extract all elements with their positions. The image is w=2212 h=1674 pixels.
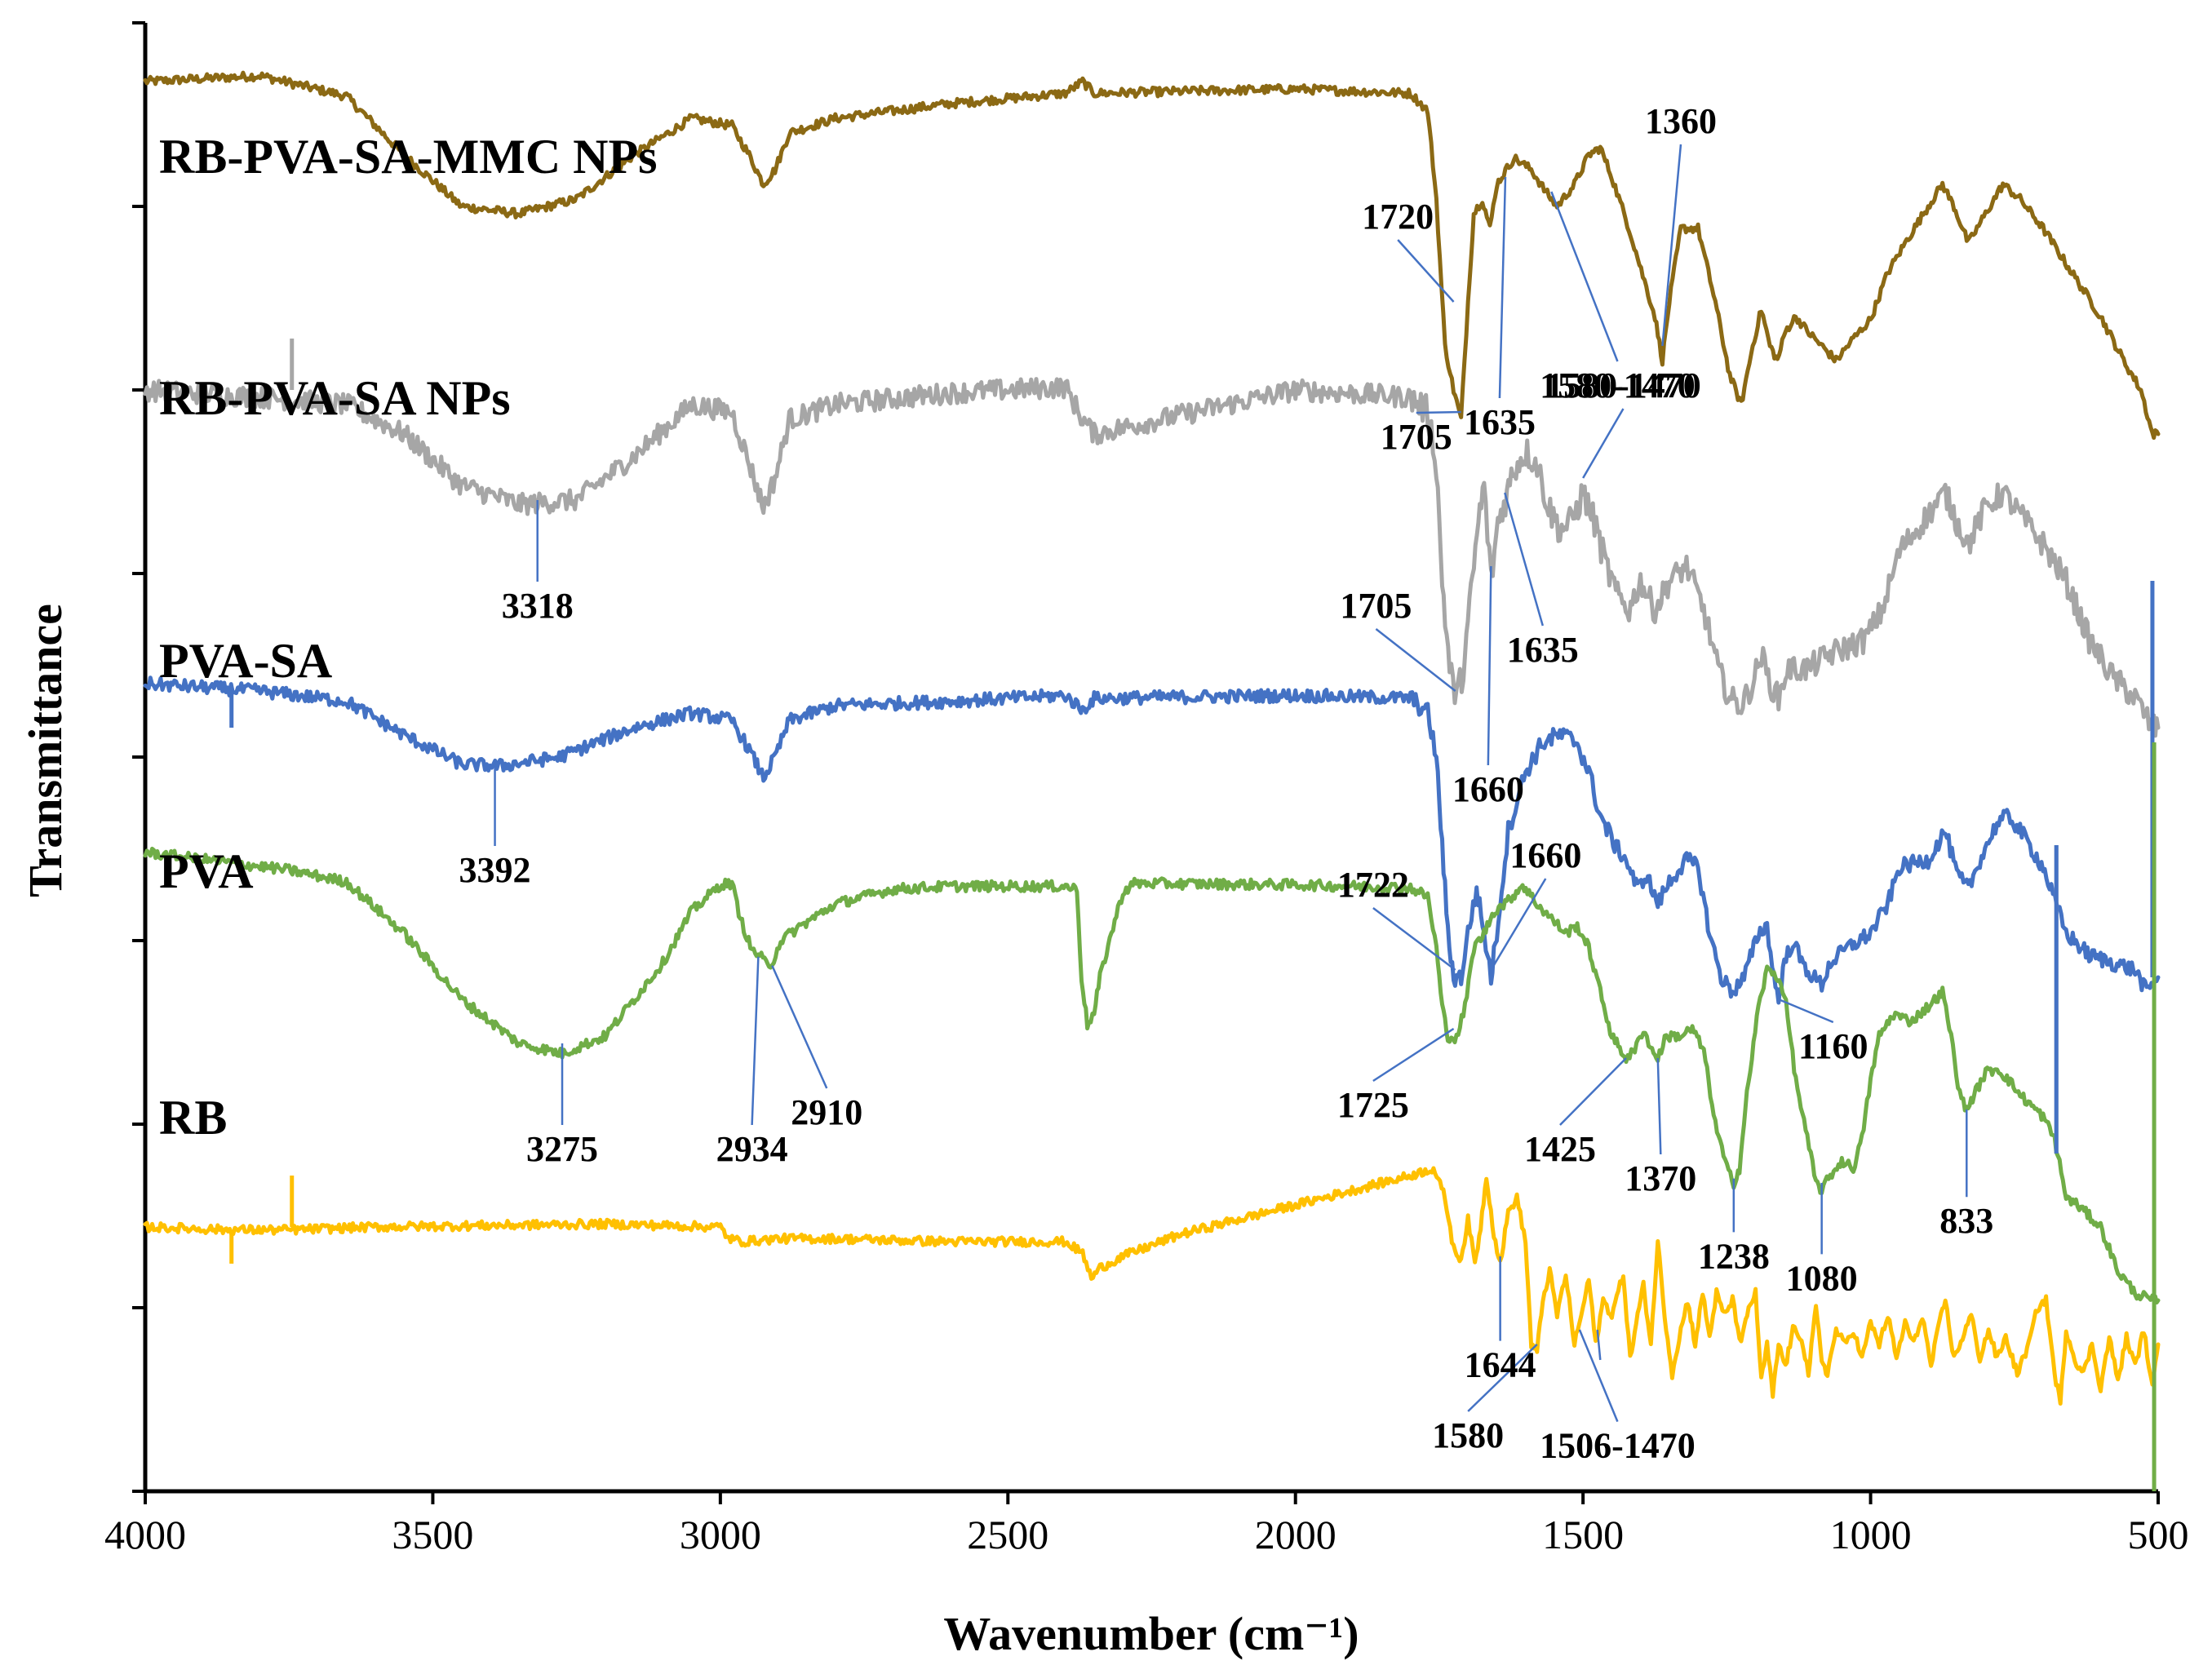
x-axis-title: Wavenumber (cm⁻¹): [943, 1607, 1359, 1660]
annotation-leader: [751, 956, 760, 1126]
annotation-leader: [1661, 144, 1682, 347]
series-label-pva: PVA: [159, 844, 254, 898]
annotation-leaders: [494, 144, 1968, 1423]
peak-label: 1705: [1381, 417, 1452, 457]
series-label-rb: RB: [159, 1091, 227, 1145]
series-line-rb-pva-sa-nps: [143, 377, 2161, 738]
peak-label: 3318: [502, 586, 574, 626]
annotation-leader: [1397, 239, 1455, 303]
peak-label: 1160: [1798, 1026, 1868, 1066]
y-axis-title: Transmittance: [19, 604, 72, 897]
x-tick-label: 4000: [104, 1512, 186, 1557]
series-labels: RB-PVA-SA-MMC NPs RB-PVA-SA NPs PVA-SA P…: [159, 130, 658, 1145]
peak-label: 1635: [1507, 630, 1579, 670]
annotation-leader: [1559, 1057, 1627, 1126]
annotation-leader: [1375, 628, 1456, 692]
spike-group: [229, 339, 2157, 1491]
peak-label: 3392: [459, 850, 531, 890]
y-ticks: [132, 21, 145, 1493]
annotation-leader: [1416, 410, 1461, 414]
series-group: [143, 70, 2161, 1406]
x-tick-label: 2000: [1255, 1512, 1337, 1557]
annotation-leader: [1578, 1329, 1619, 1423]
x-tick-label: 1000: [1830, 1512, 1912, 1557]
peak-label: 1506-1470: [1540, 1426, 1696, 1466]
peak-label: 1238: [1698, 1236, 1770, 1276]
series-label-rb-pva-sa-mmc: RB-PVA-SA-MMC NPs: [159, 130, 658, 184]
series-line-pva: [143, 846, 2161, 1305]
annotation-leader: [1467, 1344, 1538, 1412]
peak-label: 1725: [1337, 1085, 1409, 1125]
peak-label: 1660: [1509, 835, 1581, 875]
annotation-leader: [1372, 907, 1456, 971]
annotation-leader: [1582, 408, 1625, 479]
peak-label: 1644: [1465, 1345, 1536, 1385]
annotation-leader: [1498, 176, 1507, 399]
axes: 4000 3500 3000 2500 2000 1500 1000 500: [104, 21, 2189, 1557]
annotation-leader: [1504, 492, 1545, 627]
peak-label: 3275: [526, 1129, 598, 1169]
x-tick-label: 1500: [1542, 1512, 1624, 1557]
peak-label: 1580: [1432, 1415, 1504, 1455]
x-tick-label: 3000: [680, 1512, 761, 1557]
annotation-leader: [1372, 1027, 1455, 1083]
series-label-pva-sa: PVA-SA: [159, 634, 332, 688]
annotation-leader: [1596, 1329, 1602, 1361]
annotation-leader: [1490, 878, 1547, 971]
series-line-rb-pva-sa-mmc-nps: [143, 70, 2161, 441]
annotation-leader: [1656, 1057, 1662, 1155]
annotation-leader: [1778, 998, 1834, 1024]
peak-label: 1720: [1362, 197, 1434, 237]
peak-label: 833: [1939, 1201, 1993, 1241]
x-tick-label: 3500: [392, 1512, 473, 1557]
peak-label: 1370: [1625, 1158, 1696, 1198]
peak-label: 1722: [1337, 865, 1409, 905]
series-line-rb: [143, 1166, 2161, 1406]
series-label-rb-pva-sa: RB-PVA-SA NPs: [159, 371, 511, 425]
series-line-pva-sa: [143, 675, 2161, 1005]
peak-label: 1580-1470: [1545, 365, 1701, 405]
x-tick-label: 500: [2128, 1512, 2189, 1557]
annotation-leader: [1550, 191, 1619, 362]
peak-label: 1360: [1645, 101, 1717, 141]
peak-label: 1705: [1340, 586, 1412, 626]
peak-label: 1580-1470: [1540, 365, 1696, 405]
x-ticks: 4000 3500 3000 2500 2000 1500 1000 500: [104, 1491, 2189, 1557]
annotation-leader: [1487, 565, 1492, 766]
peak-label: 1660: [1452, 769, 1524, 809]
annotation-leader: [771, 965, 828, 1089]
peak-label: 2910: [791, 1092, 862, 1132]
peak-label: 1635: [1464, 402, 1536, 442]
peak-label: 1425: [1524, 1129, 1596, 1169]
peak-label: 1080: [1786, 1258, 1858, 1298]
x-tick-label: 2500: [967, 1512, 1048, 1557]
peak-label: 2934: [716, 1129, 788, 1169]
